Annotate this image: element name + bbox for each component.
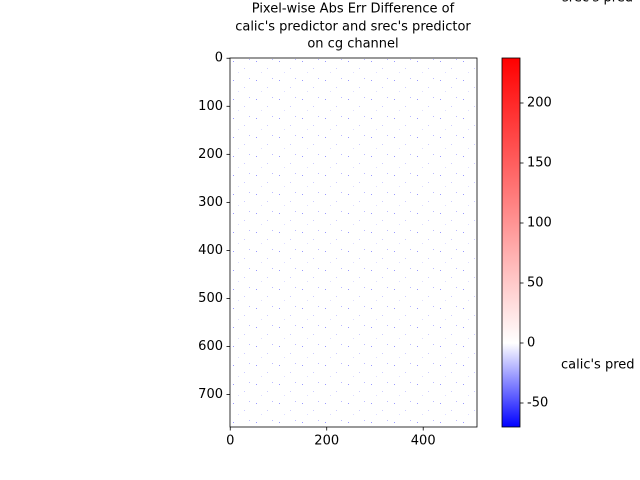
axes-frame <box>229 57 478 428</box>
annotation: srec's pred <box>562 0 633 6</box>
colorbar-tick-label: 200 <box>527 96 552 111</box>
annotation: calic's pred <box>561 358 635 373</box>
y-tick-label: 700 <box>198 387 223 402</box>
x-tick-label: 0 <box>226 434 234 449</box>
y-tick-label: 400 <box>198 243 223 258</box>
x-tick-label: 200 <box>314 434 339 449</box>
chart-title: calic's predictor and srec's predictor <box>235 20 471 35</box>
colorbar <box>501 57 521 428</box>
chart-title: Pixel-wise Abs Err Difference of <box>252 2 455 17</box>
colorbar-tick-label: 0 <box>527 336 535 351</box>
y-tick-label: 500 <box>198 291 223 306</box>
x-tick-label: 400 <box>411 434 436 449</box>
y-tick-label: 0 <box>215 51 223 66</box>
colorbar-tick-label: 50 <box>527 276 544 291</box>
colorbar-tick-label: 150 <box>527 156 552 171</box>
colorbar-tick-label: -50 <box>527 396 548 411</box>
heatmap-texture <box>230 58 477 427</box>
y-tick-label: 600 <box>198 339 223 354</box>
y-tick-label: 300 <box>198 195 223 210</box>
colorbar-tick-label: 100 <box>527 216 552 231</box>
y-tick-label: 200 <box>198 147 223 162</box>
y-tick-label: 100 <box>198 99 223 114</box>
chart-title: on cg channel <box>307 37 398 52</box>
